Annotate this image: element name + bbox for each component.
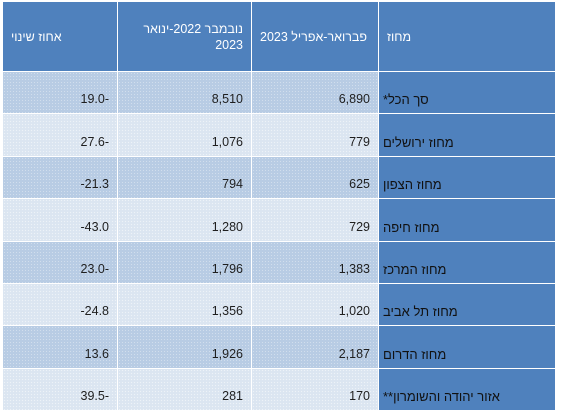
header-change-percent: אחוז שינוי xyxy=(3,2,118,72)
cell-district: מחוז חיפה xyxy=(379,199,556,242)
cell-change: 19.0- xyxy=(3,72,118,115)
cell-district: מחוז הצפון xyxy=(379,156,556,200)
cell-nov-jan: 1,280 xyxy=(118,199,252,242)
cell-nov-jan: 1,076 xyxy=(118,114,252,157)
cell-district: מחוז תל אביב xyxy=(379,283,556,327)
cell-nov-jan: 1,926 xyxy=(118,326,252,369)
cell-nov-jan: 1,356 xyxy=(118,283,252,327)
cell-district: אזור יהודה והשומרון** xyxy=(379,368,556,412)
cell-change: -43.0 xyxy=(3,199,118,242)
cell-feb-apr: 625 xyxy=(252,156,379,200)
cell-feb-apr: 779 xyxy=(252,114,379,157)
cell-feb-apr: 6,890 xyxy=(252,72,379,115)
cell-change: 39.5- xyxy=(3,368,118,412)
cell-change: 27.6- xyxy=(3,114,118,157)
cell-nov-jan: 8,510 xyxy=(118,72,252,115)
cell-district: סך הכל* xyxy=(379,72,556,115)
cell-feb-apr: 729 xyxy=(252,199,379,242)
data-table: אחוז שינוי נובמבר 2022-ינואר 2023 פברואר… xyxy=(3,2,556,412)
cell-district: מחוז ירושלים xyxy=(379,114,556,157)
header-feb-apr: פברואר-אפריל 2023 xyxy=(252,2,379,72)
header-feb-apr-label: פברואר-אפריל 2023 xyxy=(260,29,368,44)
cell-feb-apr: 1,383 xyxy=(252,241,379,284)
header-district: מחוז xyxy=(379,2,556,72)
cell-feb-apr: 170 xyxy=(252,368,379,412)
cell-district: מחוז הדרום xyxy=(379,326,556,369)
header-district-label: מחוז xyxy=(387,29,412,44)
cell-nov-jan: 794 xyxy=(118,156,252,200)
cell-change: 13.6 xyxy=(3,326,118,369)
header-change-label: אחוז שינוי xyxy=(11,29,62,44)
header-nov-jan-label: נובמבר 2022-ינואר 2023 xyxy=(143,21,243,52)
cell-change: 23.0- xyxy=(3,241,118,284)
cell-change: -21.3 xyxy=(3,156,118,200)
header-nov-jan: נובמבר 2022-ינואר 2023 xyxy=(118,2,252,72)
cell-district: מחוז המרכז xyxy=(379,241,556,284)
cell-nov-jan: 1,796 xyxy=(118,241,252,284)
cell-nov-jan: 281 xyxy=(118,368,252,412)
cell-feb-apr: 2,187 xyxy=(252,326,379,369)
cell-change: -24.8 xyxy=(3,283,118,327)
cell-feb-apr: 1,020 xyxy=(252,283,379,327)
